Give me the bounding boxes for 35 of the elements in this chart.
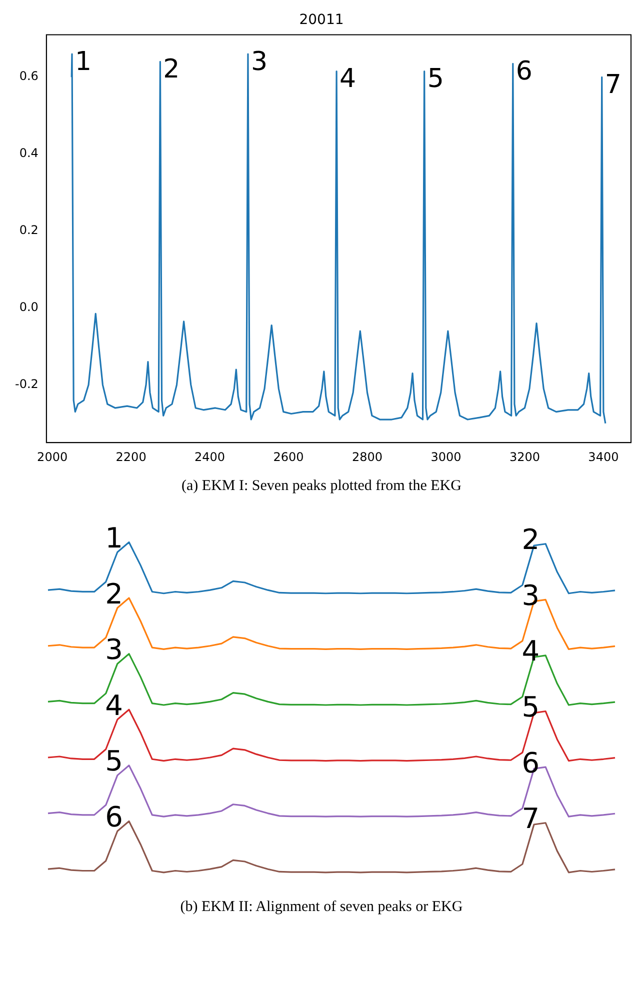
x-tick-label: 3000 — [430, 450, 462, 464]
y-tick-label: 0.2 — [19, 223, 38, 238]
annotation: 3 — [522, 578, 540, 612]
annotation: 7 — [522, 802, 540, 836]
y-tick-label: 0.4 — [19, 146, 38, 160]
x-tick-label: 2000 — [37, 450, 68, 464]
x-tick-label: 3400 — [588, 450, 619, 464]
x-tick-label: 2800 — [352, 450, 383, 464]
annotation: 3 — [250, 46, 268, 77]
annotation: 5 — [522, 690, 540, 724]
annotation: 2 — [105, 577, 123, 610]
annotation: 1 — [75, 46, 92, 77]
annotation: 2 — [522, 523, 540, 556]
annotation: 4 — [522, 634, 540, 668]
annotation: 6 — [522, 746, 540, 780]
x-tick-label: 2200 — [116, 450, 146, 464]
annotation: 3 — [105, 633, 123, 666]
annotation: 2 — [163, 54, 180, 84]
annotation: 1 — [105, 521, 123, 554]
y-tick-label: -0.2 — [14, 377, 38, 392]
x-tick-label: 2400 — [194, 450, 226, 464]
annotation: 5 — [427, 64, 444, 94]
x-tick-label: 2600 — [273, 450, 304, 464]
annotation: 4 — [105, 688, 123, 722]
text: (a) EKM I: Seven peaks plotted from the EKG — [180, 478, 462, 495]
text: (b) EKM II: Alignment of seven peaks or EKG — [179, 899, 464, 916]
chart-title: 20011 — [299, 12, 344, 28]
y-tick-label: 0.0 — [19, 300, 38, 314]
annotation: 6 — [105, 800, 123, 834]
annotation: 5 — [105, 744, 123, 778]
annotation: 7 — [604, 70, 622, 100]
annotation: 4 — [340, 64, 356, 94]
x-tick-label: 3200 — [509, 450, 540, 464]
annotation: 6 — [516, 56, 532, 86]
y-tick-label: 0.6 — [19, 69, 38, 84]
